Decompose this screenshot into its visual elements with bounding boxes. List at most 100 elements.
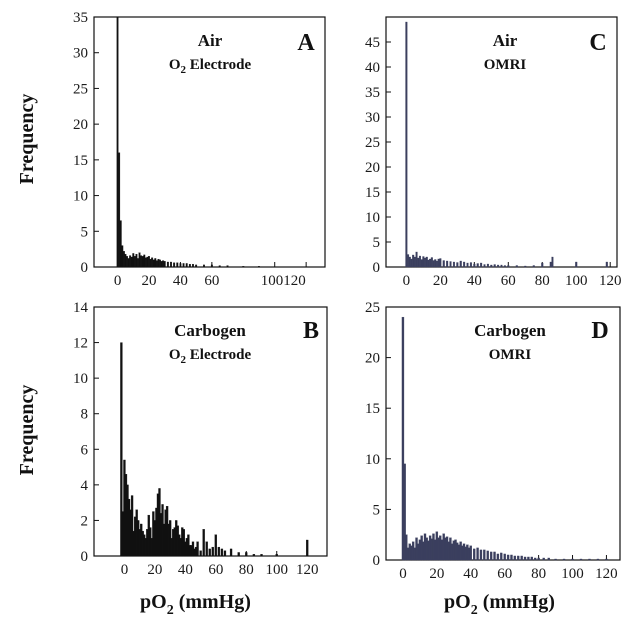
- histogram-bar: [203, 529, 205, 556]
- x-tick-label: 60: [204, 273, 219, 289]
- y-tick-label: 10: [73, 371, 88, 387]
- x-tick-label: 100: [565, 273, 588, 289]
- panel-title: Carbogen: [474, 321, 546, 340]
- x-tick-label: 40: [463, 566, 478, 582]
- y-tick-label: 0: [81, 260, 89, 276]
- plot-frame: [386, 307, 620, 560]
- histogram-bar: [306, 540, 308, 556]
- histogram-bar: [421, 260, 423, 268]
- histogram-bar: [490, 265, 492, 267]
- histogram-bar: [446, 261, 448, 267]
- histogram-bar: [158, 259, 160, 267]
- histogram-bar: [436, 261, 438, 267]
- histogram-bar: [543, 558, 545, 560]
- histogram-bar: [510, 555, 512, 560]
- histogram-bar: [497, 554, 499, 560]
- histogram-bar: [541, 263, 543, 267]
- histogram-bar: [145, 258, 147, 267]
- histogram-bar: [552, 257, 554, 267]
- histogram-bar: [477, 264, 479, 268]
- y-tick-label: 8: [81, 407, 89, 423]
- histogram-bar: [206, 542, 208, 556]
- histogram-bar: [504, 266, 506, 268]
- histogram-bar: [221, 549, 223, 556]
- x-tick-label: 20: [433, 273, 448, 289]
- histogram-bar: [480, 550, 482, 560]
- histogram-bar: [151, 258, 153, 267]
- histogram-bar: [423, 257, 425, 268]
- histogram-bar: [156, 261, 158, 267]
- histogram-bar: [524, 557, 526, 560]
- histogram-bar: [118, 153, 120, 267]
- histogram-bar: [555, 559, 557, 560]
- histogram-bar: [467, 263, 469, 267]
- histogram-bar: [473, 264, 475, 267]
- y-tick-label: 35: [73, 10, 88, 26]
- histogram-bar: [258, 266, 260, 267]
- panel-letter: B: [303, 318, 319, 344]
- histogram-bar: [159, 260, 161, 267]
- histogram-bar: [180, 263, 182, 267]
- y-tick-label: 25: [365, 300, 380, 316]
- panel-title: Air: [198, 31, 223, 50]
- y-tick-label: 40: [365, 60, 380, 76]
- histogram-bar: [487, 264, 489, 267]
- y-tick-label: 4: [81, 478, 89, 494]
- histogram-bar: [155, 258, 157, 267]
- histogram-bar: [238, 552, 240, 556]
- histogram-bar: [203, 265, 205, 267]
- histogram-bar: [438, 259, 440, 267]
- x-tick-label: 40: [178, 562, 193, 578]
- histogram-bar: [605, 559, 607, 560]
- histogram-bar: [189, 264, 191, 267]
- y-tick-label: 0: [373, 260, 381, 276]
- x-tick-label: 120: [599, 273, 622, 289]
- y-tick-label: 12: [73, 336, 88, 352]
- x-tick-label: 20: [429, 566, 444, 582]
- histogram-bar: [136, 254, 138, 267]
- panel-subtitle: O2 Electrode: [169, 57, 252, 76]
- histogram-bar: [434, 260, 436, 268]
- histogram-bar: [173, 263, 175, 267]
- y-axis-label-top: Frequency: [16, 94, 38, 185]
- x-tick-label: 60: [501, 273, 516, 289]
- histogram-bar: [245, 552, 247, 556]
- histogram-bar: [407, 255, 409, 268]
- histogram-bar: [406, 22, 408, 267]
- panel-c: 0 5 10 15 20 25 30 35 40 45 0 20 40 60 80 100 120 C Air OMR…: [365, 17, 621, 289]
- histogram-bar: [195, 265, 197, 267]
- histogram-bar: [134, 256, 136, 267]
- x-tick-label: 100120: [261, 273, 306, 289]
- histogram-bar: [409, 257, 411, 267]
- x-tick-label: 0: [403, 273, 411, 289]
- y-tick-label: 0: [81, 549, 89, 565]
- histogram-bar: [463, 262, 465, 267]
- histogram-bar: [200, 551, 202, 556]
- histogram-bar: [147, 257, 149, 267]
- y-tick-label: 30: [365, 110, 380, 126]
- histogram-bar: [473, 549, 475, 560]
- x-tick-label: 120: [296, 562, 319, 578]
- histogram-bar: [230, 549, 232, 556]
- histogram-bar: [428, 260, 430, 267]
- histogram-bar: [606, 262, 608, 267]
- histogram-bar: [117, 17, 119, 267]
- y-tick-label: 6: [81, 442, 89, 458]
- histogram-bar: [531, 557, 533, 560]
- x-tick-label: 100: [265, 562, 288, 578]
- y-tick-label: 10: [365, 210, 380, 226]
- histogram-bar: [167, 262, 169, 267]
- histogram-bar: [192, 264, 194, 267]
- histogram-bar: [443, 261, 445, 268]
- histogram-bar: [456, 263, 458, 268]
- histogram-bar: [177, 263, 179, 267]
- histogram-bar: [424, 258, 426, 267]
- histogram-bar: [597, 559, 599, 560]
- histogram-bar: [212, 547, 214, 556]
- histogram-bar: [500, 553, 502, 560]
- histogram-bar: [480, 263, 482, 267]
- panel-title: Air: [493, 31, 518, 50]
- y-axis-label-bottom: Frequency: [16, 385, 38, 476]
- histogram-bar: [501, 265, 503, 267]
